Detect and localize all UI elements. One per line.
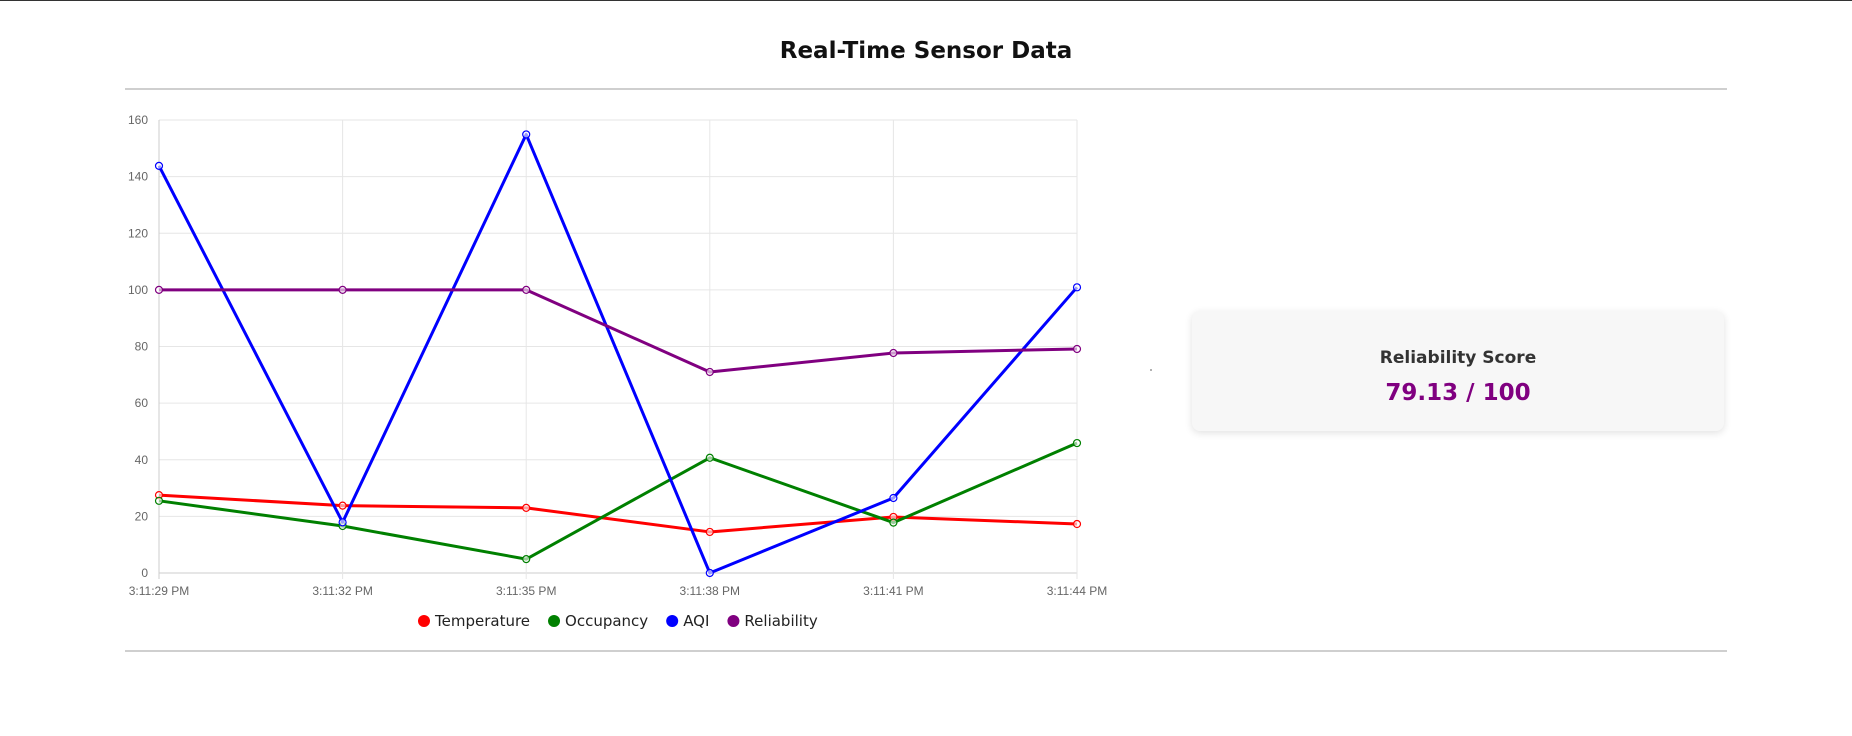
data-point-temperature <box>1072 519 1082 529</box>
data-point-reliability <box>522 285 531 294</box>
data-point-occupancy <box>154 496 164 505</box>
data-point-reliability <box>154 285 164 294</box>
data-point-occupancy <box>1072 438 1082 448</box>
legend-marker-reliability <box>727 615 740 627</box>
x-tick-label: 3:11:32 PM <box>312 584 372 598</box>
legend-marker-aqi <box>666 615 679 627</box>
x-tick-label: 3:11:35 PM <box>496 584 556 598</box>
legend-label-occupancy: Occupancy <box>565 612 648 630</box>
data-point-reliability <box>889 348 898 358</box>
y-tick-label: 80 <box>135 340 149 354</box>
legend-label-temperature: Temperature <box>434 612 530 630</box>
y-tick-label: 20 <box>135 509 149 523</box>
data-point-aqi <box>705 568 714 578</box>
data-point-aqi <box>154 161 164 170</box>
x-tick-label: 3:11:38 PM <box>680 584 740 598</box>
data-point-occupancy <box>522 555 531 564</box>
chart-axes: 0 20 40 60 80 100 120 140 160 3:11:29 PM 3:11:32 P… <box>128 113 1107 598</box>
window-top-border <box>0 0 1852 1</box>
data-point-reliability <box>1072 344 1082 354</box>
x-tick-label: 3:11:44 PM <box>1047 584 1107 598</box>
data-point-reliability <box>338 285 347 294</box>
reliability-score-card: Reliability Score 79.13 / 100 <box>1192 311 1724 431</box>
data-point-occupancy <box>889 518 898 527</box>
legend-label-aqi: AQI <box>683 612 709 630</box>
y-tick-label: 40 <box>135 453 149 467</box>
data-point-temperature <box>705 527 714 537</box>
top-divider <box>125 88 1727 90</box>
reliability-score-title: Reliability Score <box>1379 348 1537 368</box>
series-line-reliability <box>159 288 1078 374</box>
y-tick-label: 120 <box>128 226 148 240</box>
y-tick-label: 160 <box>128 113 148 127</box>
legend-marker-occupancy <box>548 615 561 627</box>
data-point-aqi <box>338 518 347 527</box>
chart-series <box>154 130 1082 578</box>
legend-label-reliability: Reliability <box>744 612 817 630</box>
bottom-divider <box>125 650 1727 652</box>
series-line-occupancy <box>158 441 1078 561</box>
chart-legend: Temperature Occupancy AQI Reliability <box>418 612 818 630</box>
stray-dot <box>1150 369 1152 371</box>
series-line-temperature <box>158 493 1078 534</box>
data-point-aqi <box>522 130 531 139</box>
data-point-temperature <box>522 503 531 512</box>
legend-marker-temperature <box>418 615 430 627</box>
data-point-occupancy <box>705 453 714 462</box>
series-line-aqi <box>157 132 1079 575</box>
x-tick-label: 3:11:41 PM <box>863 584 923 598</box>
x-tick-label: 3:11:29 PM <box>129 584 189 598</box>
y-tick-label: 0 <box>141 566 148 580</box>
reliability-score-value: 79.13 / 100 <box>1385 380 1531 406</box>
data-point-temperature <box>338 501 347 510</box>
y-tick-label: 60 <box>135 396 149 410</box>
data-point-aqi <box>1072 283 1082 292</box>
data-point-aqi <box>889 493 898 503</box>
page-title: Real-Time Sensor Data <box>779 38 1073 64</box>
data-point-reliability <box>705 367 714 377</box>
y-tick-label: 140 <box>128 170 148 184</box>
y-tick-label: 100 <box>128 283 148 297</box>
